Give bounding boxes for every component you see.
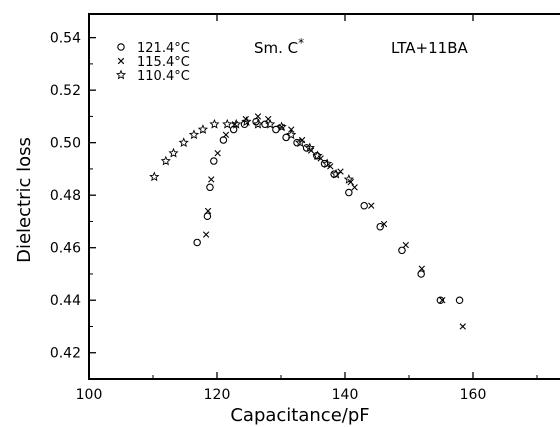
data-point-circle [436,296,445,304]
data-point-circle [376,222,384,231]
y-tick-label: 0.44 [50,293,81,309]
legend-label-121: 121.4°C [137,41,190,56]
data-point-star [304,142,315,153]
data-point-star [265,118,276,129]
x-tick-label: 120 [204,387,231,403]
legend-marker-cross [117,57,125,65]
data-point-star [231,118,242,129]
x-tick-label: 140 [332,387,359,403]
data-point-star [168,147,179,158]
data-point-cross [222,131,230,138]
data-point-star [178,137,189,148]
data-point-circle [417,270,425,278]
data-point-circle [282,133,290,142]
data-point-circle [360,201,368,210]
y-tick-label: 0.46 [50,241,81,257]
data-point-circle [210,157,218,165]
data-point-star [197,124,209,134]
data-point-cross [368,202,375,209]
y-tick-label: 0.42 [50,346,81,362]
y-axis-label: Dielectric loss [14,137,35,263]
data-point-circle [455,296,464,304]
series-2-cross [202,113,466,330]
phase-main-text: Sm. C [254,39,298,57]
data-point-circle [203,212,212,220]
data-point-cross [204,207,212,215]
legend-marker-circle [117,43,125,51]
legend: 121.4°C 115.4°C 110.4°C [115,41,190,84]
legend-markers [115,43,127,80]
y-tick-label: 0.50 [50,136,81,152]
data-point-star [188,129,200,140]
data-point-circle [302,144,311,152]
y-tick-label: 0.52 [50,83,81,99]
data-point-cross [402,241,409,249]
data-point-circle [272,125,280,134]
data-point-cross [418,265,425,272]
legend-label-110: 110.4°C [137,69,190,84]
legend-label-115: 115.4°C [137,55,190,70]
phase-superscript: * [298,36,304,50]
axis-tick-labels: 100 120 140 160 0.42 0.44 0.46 0.48 0.50 0.52 0.54 [50,31,487,403]
data-point-star [241,116,252,127]
data-point-cross [208,176,215,183]
data-point-circle [206,183,214,192]
y-tick-label: 0.48 [50,188,81,204]
data-point-cross [459,323,466,330]
data-point-star [222,118,233,129]
data-point-cross [202,231,210,238]
data-point-cross [327,163,334,170]
data-point-cross [337,168,344,175]
data-point-cross [317,155,324,162]
data-point-star [276,121,287,132]
data-point-star [160,155,171,166]
data-point-cross [254,113,262,120]
data-point-star [321,158,333,169]
sample-annotation: LTA+11BA [391,39,468,57]
x-tick-label: 160 [460,387,487,403]
data-point-cross [439,297,446,304]
data-point-star [312,150,323,161]
x-axis-label: Capacitance/pF [230,405,369,426]
y-tick-label: 0.54 [50,31,81,47]
data-points [149,113,466,330]
data-point-star [343,174,354,184]
data-point-star [286,129,297,140]
data-point-cross [380,220,388,228]
data-point-star [295,137,306,148]
axis-ticks [88,14,538,379]
data-point-cross [214,149,221,157]
data-point-circle [345,188,353,197]
series-3-star [149,116,354,184]
data-point-circle [193,238,201,247]
data-point-star [330,168,342,179]
data-point-star [209,118,220,129]
data-point-cross [351,184,358,191]
x-tick-label: 100 [76,387,103,403]
data-point-star [252,118,264,129]
legend-marker-star [115,69,127,80]
data-point-circle [398,246,406,255]
data-point-star [149,171,160,182]
series-1-circle [193,117,464,304]
plot-frame [88,13,560,380]
phase-annotation: Sm. C* [254,36,304,57]
